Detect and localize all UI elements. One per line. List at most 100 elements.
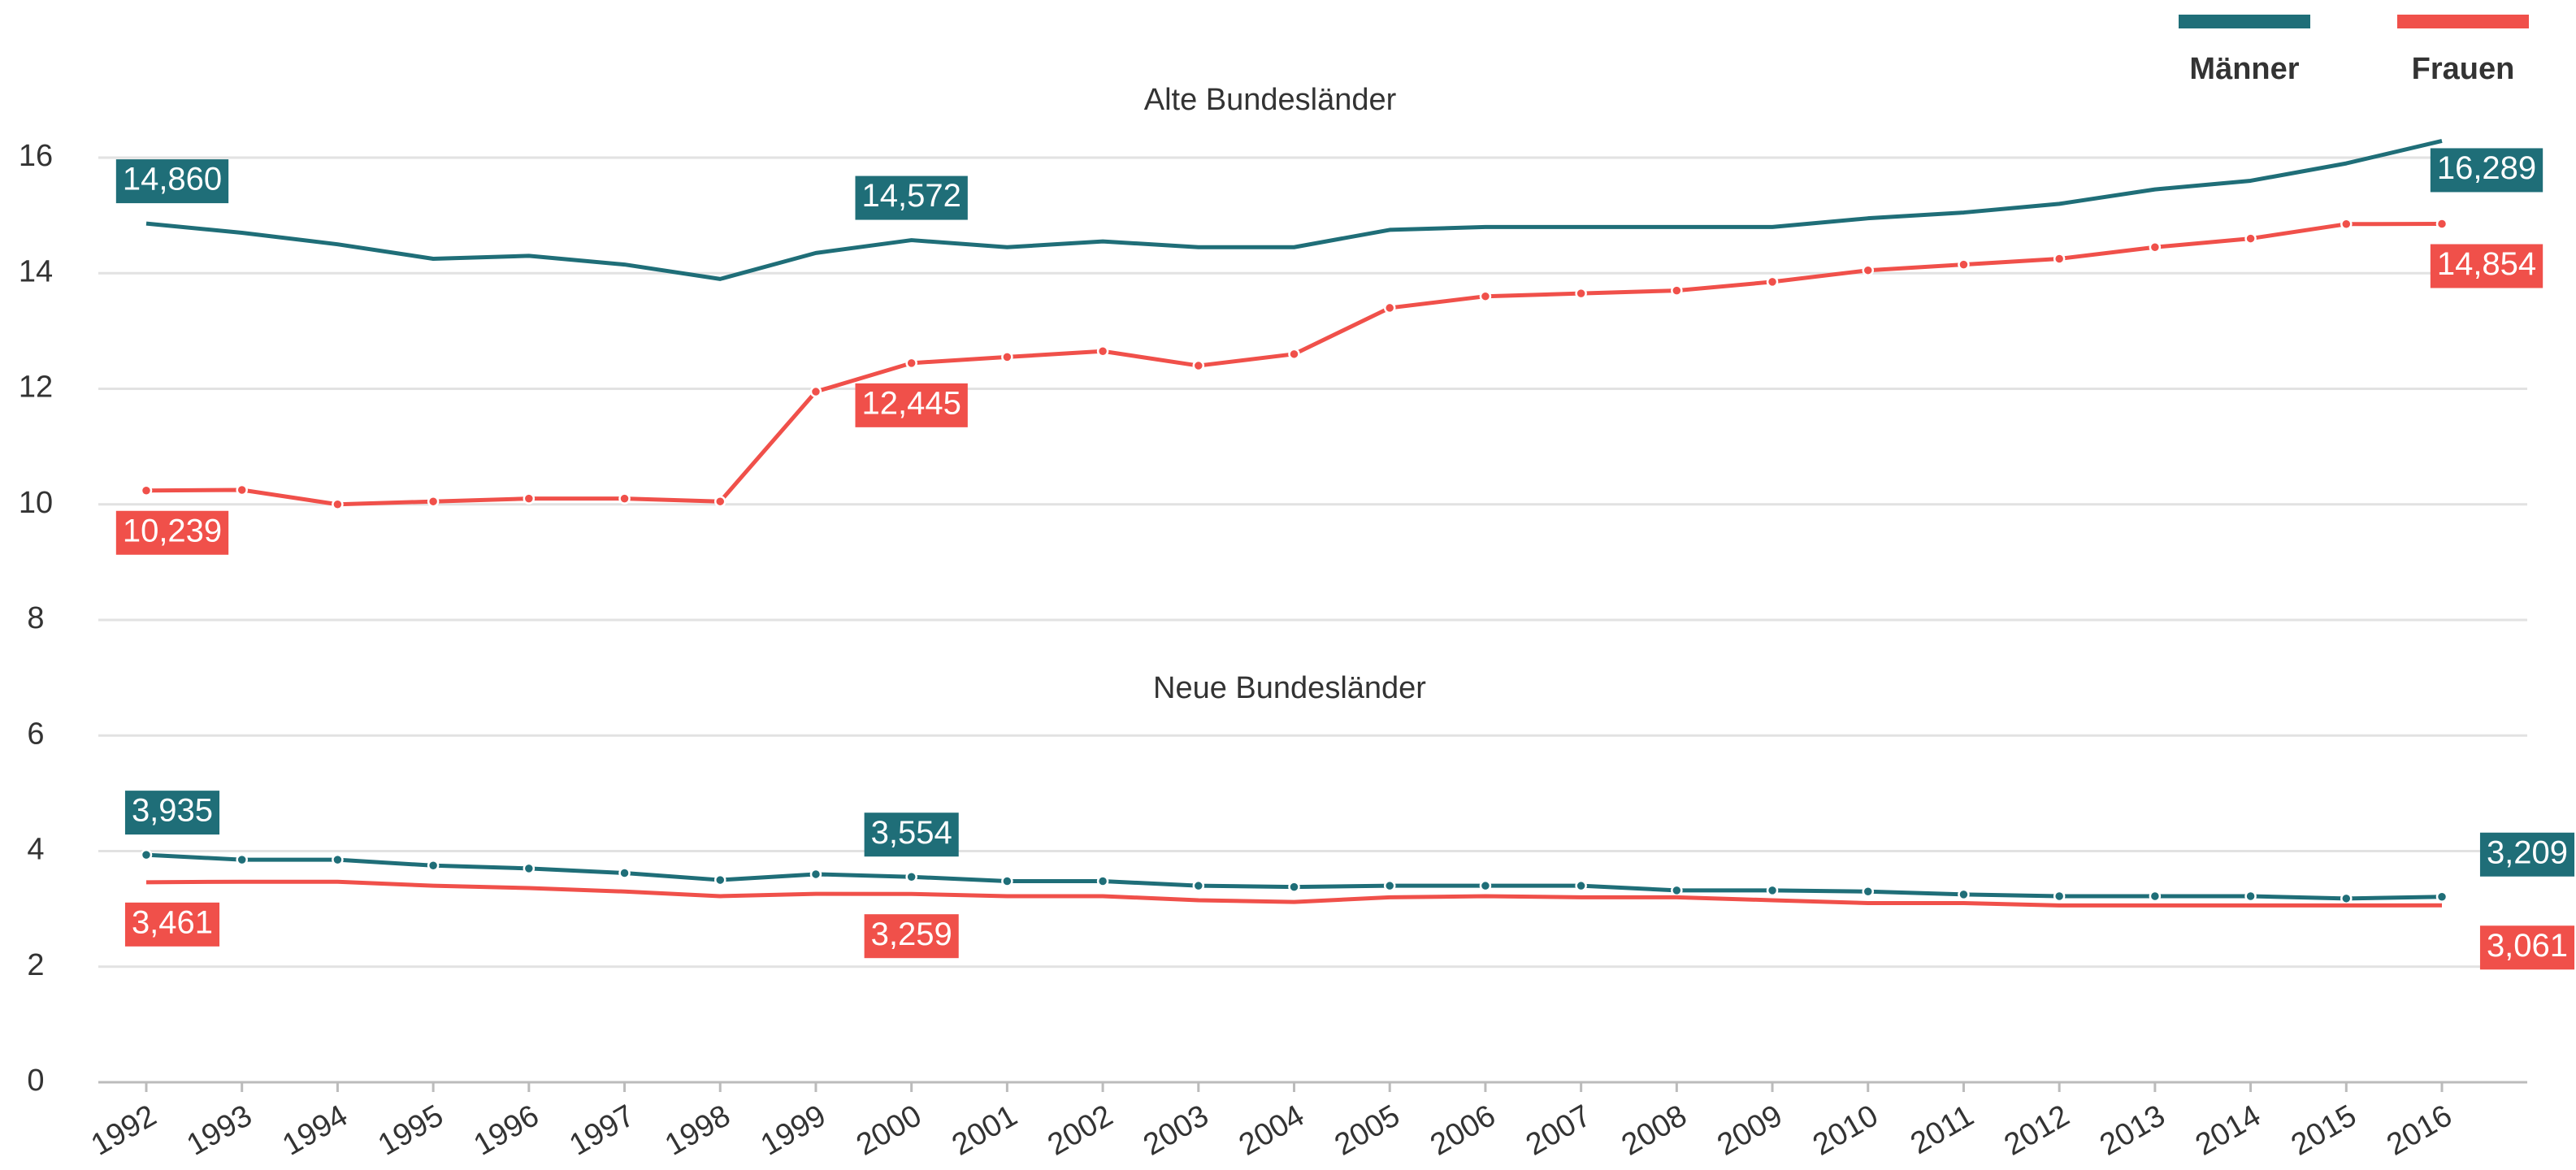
point xyxy=(714,873,726,886)
point xyxy=(714,495,726,508)
point xyxy=(236,853,248,866)
point xyxy=(427,495,440,508)
x-tick-label: 2006 xyxy=(1425,1098,1501,1163)
point xyxy=(1671,884,1683,897)
point xyxy=(2340,892,2353,905)
point xyxy=(1192,879,1205,892)
point xyxy=(2149,240,2162,254)
point xyxy=(140,848,153,861)
y-tick-label: 0 xyxy=(27,1064,44,1098)
value-label: 10,239 xyxy=(123,513,222,548)
value-label-box xyxy=(864,914,959,959)
point xyxy=(1288,881,1300,893)
x-tick-label: 2008 xyxy=(1616,1098,1693,1163)
point xyxy=(2244,232,2257,245)
value-label-box xyxy=(124,791,220,835)
value-label-box xyxy=(2479,832,2575,877)
point xyxy=(140,484,153,497)
x-tick-label: 2005 xyxy=(1329,1098,1406,1163)
y-tick-label: 12 xyxy=(19,370,53,405)
value-label: 3,209 xyxy=(2487,834,2568,870)
point xyxy=(2340,218,2353,231)
legend-swatch xyxy=(2397,15,2529,28)
x-tick-label: 2003 xyxy=(1138,1098,1214,1163)
x-tick-label: 1997 xyxy=(564,1098,640,1163)
y-tick-label: 2 xyxy=(27,948,44,982)
point xyxy=(2435,218,2448,230)
x-tick-label: 2000 xyxy=(851,1098,927,1163)
point xyxy=(2244,890,2257,903)
value-label-box xyxy=(2479,925,2575,970)
x-tick-label: 2007 xyxy=(1520,1098,1597,1163)
point xyxy=(1671,284,1683,297)
point xyxy=(809,385,822,398)
point xyxy=(1766,275,1779,288)
value-label: 14,860 xyxy=(123,162,222,197)
y-tick-label: 10 xyxy=(19,486,53,520)
y-tick-label: 8 xyxy=(27,601,44,635)
point xyxy=(2053,253,2066,265)
x-tick-label: 2010 xyxy=(1807,1098,1884,1163)
point xyxy=(1192,359,1205,372)
point xyxy=(1479,879,1492,892)
point xyxy=(1862,886,1874,898)
value-label-box xyxy=(855,176,968,220)
value-label-box xyxy=(2430,148,2543,193)
y-tick-label: 4 xyxy=(27,833,44,867)
value-label: 14,572 xyxy=(861,178,961,214)
point xyxy=(2149,890,2162,903)
x-tick-label: 1994 xyxy=(277,1098,353,1163)
x-tick-label: 2004 xyxy=(1234,1098,1310,1163)
point xyxy=(1383,301,1396,314)
line xyxy=(145,222,2443,507)
x-tick-label: 2013 xyxy=(2094,1098,2171,1163)
x-tick-label: 1993 xyxy=(181,1098,258,1163)
line xyxy=(145,139,2443,281)
point xyxy=(1958,258,1970,271)
legend-label: Männer xyxy=(2189,52,2299,86)
point xyxy=(905,357,917,370)
point xyxy=(2435,890,2448,904)
x-tick-label: 2011 xyxy=(1905,1098,1980,1161)
value-label: 3,461 xyxy=(132,904,213,940)
x-tick-label: 2014 xyxy=(2190,1098,2266,1163)
point xyxy=(905,870,917,883)
annotation: Alte Bundesländer xyxy=(1144,83,1397,117)
line xyxy=(145,879,2443,908)
value-label: 14,854 xyxy=(2437,246,2536,282)
legend-label: Frauen xyxy=(2412,52,2515,86)
value-label-box xyxy=(115,510,229,555)
x-tick-label: 2015 xyxy=(2286,1098,2362,1163)
x-tick-label: 2009 xyxy=(1711,1098,1788,1163)
x-tick-label: 1992 xyxy=(85,1098,162,1163)
point xyxy=(618,867,631,879)
value-label-box xyxy=(2430,244,2543,288)
point xyxy=(1383,879,1396,892)
value-label: 3,061 xyxy=(2487,928,2568,964)
x-tick-label: 2001 xyxy=(947,1098,1023,1163)
point xyxy=(1479,290,1492,302)
value-label: 16,289 xyxy=(2437,150,2536,186)
value-label: 3,935 xyxy=(132,793,213,829)
value-label-box xyxy=(115,159,229,204)
x-tick-label: 2012 xyxy=(1998,1098,2075,1163)
point xyxy=(332,498,344,510)
value-label: 3,554 xyxy=(871,815,952,851)
value-label: 12,445 xyxy=(861,385,961,421)
point xyxy=(236,483,248,496)
point xyxy=(523,862,536,875)
point xyxy=(1862,264,1874,276)
point xyxy=(523,492,536,505)
value-label-box xyxy=(124,902,220,947)
point xyxy=(618,492,631,505)
x-tick-label: 2002 xyxy=(1042,1098,1118,1163)
y-tick-label: 16 xyxy=(19,139,53,173)
point xyxy=(2053,890,2066,903)
point xyxy=(1096,875,1109,887)
x-tick-label: 1995 xyxy=(372,1098,449,1163)
point xyxy=(1096,345,1109,358)
point xyxy=(427,860,440,872)
point xyxy=(809,868,822,881)
value-label-box xyxy=(855,383,968,427)
